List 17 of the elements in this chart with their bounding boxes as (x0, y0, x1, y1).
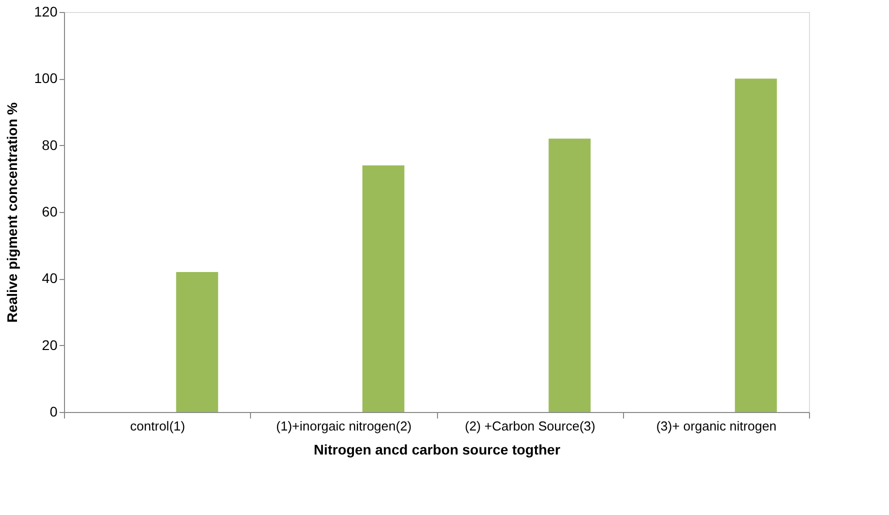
bar (548, 138, 591, 412)
bar (176, 272, 218, 412)
x-tick-label: (3)+ organic nitrogen (656, 418, 777, 434)
y-tick-label: 0 (50, 404, 58, 420)
y-tick-label: 80 (42, 136, 58, 153)
x-tick-label: control(1) (130, 418, 186, 434)
y-tick-label: 40 (42, 270, 58, 286)
bar (734, 78, 777, 412)
y-tick-label: 120 (34, 4, 58, 20)
y-tick-label: 100 (34, 70, 58, 86)
y-tick-label: 60 (42, 204, 58, 220)
bar (362, 165, 404, 412)
y-axis-title: Realive pigment concentration % (4, 102, 20, 323)
y-tick-label: 20 (42, 336, 58, 353)
x-axis-title: Nitrogen ancd carbon source togther (314, 442, 561, 458)
x-tick-label: (1)+inorgaic nitrogen(2) (276, 418, 412, 434)
x-tick-label: (2) +Carbon Source(3) (464, 418, 596, 434)
